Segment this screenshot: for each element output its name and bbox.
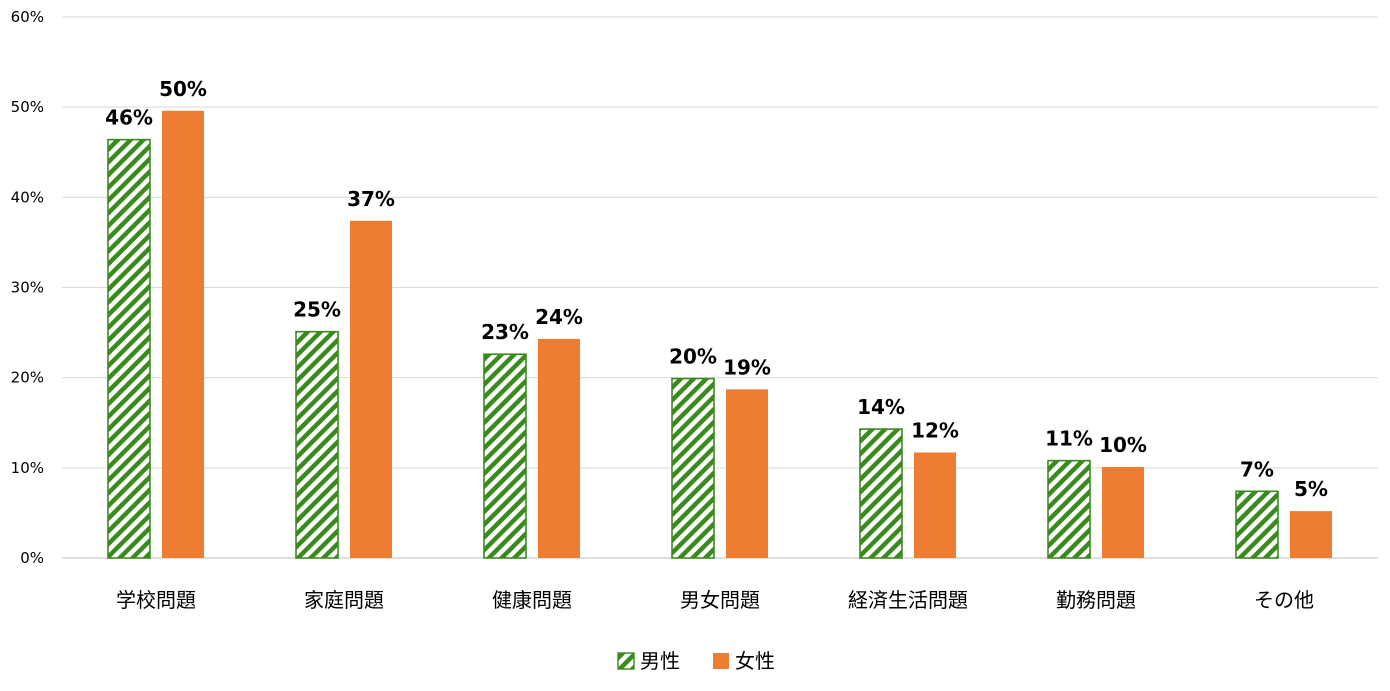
legend: 男性 女性 (617, 649, 775, 673)
y-tick-label: 40% (11, 188, 44, 206)
data-label-male: 46% (105, 106, 153, 130)
legend-label-female: 女性 (735, 649, 775, 673)
y-tick-label: 30% (11, 279, 44, 297)
bar-male (483, 353, 527, 559)
data-label-female: 5% (1294, 477, 1328, 501)
x-tick-label: 健康問題 (492, 588, 572, 612)
y-tick-label: 60% (11, 8, 44, 26)
y-axis-ticks: 0% 10% 20% 30% 40% 50% 60% (11, 8, 44, 567)
bar-male (1047, 459, 1091, 559)
data-label-female: 19% (723, 355, 771, 379)
x-tick-label: 男女問題 (680, 588, 760, 612)
x-axis-ticks: 学校問題 家庭問題 健康問題 男女問題 経済生活問題 勤務問題 その他 (116, 588, 1314, 612)
y-tick-label: 50% (11, 98, 44, 116)
x-tick-label: 勤務問題 (1056, 588, 1136, 612)
bars (107, 110, 1332, 559)
data-label-male: 25% (293, 298, 341, 322)
data-label-male: 20% (669, 345, 717, 369)
bar-female (1290, 511, 1332, 558)
x-tick-label: その他 (1254, 588, 1314, 612)
y-tick-label: 10% (11, 459, 44, 477)
x-tick-label: 学校問題 (116, 588, 196, 612)
data-label-female: 24% (535, 305, 583, 329)
y-tick-label: 20% (11, 369, 44, 387)
x-tick-label: 経済生活問題 (848, 588, 968, 612)
bar-female (350, 220, 392, 558)
bar-female (1102, 466, 1144, 558)
data-label-female: 12% (911, 419, 959, 443)
bar-female (538, 338, 580, 558)
data-label-male: 23% (481, 320, 529, 344)
data-label-male: 14% (857, 395, 905, 419)
bar-male (671, 377, 715, 559)
data-label-female: 37% (347, 187, 395, 211)
data-label-male: 7% (1240, 457, 1274, 481)
bar-male (859, 428, 903, 559)
bar-male (295, 330, 339, 559)
bar-male (107, 138, 151, 559)
data-labels: 46%50% 25% 37% 23%24% 20% 19% 14%12% 11% 10% 7% 5% (105, 77, 1328, 501)
y-tick-label: 0% (20, 549, 44, 567)
data-label-female: 10% (1099, 433, 1147, 457)
legend-swatch-female (713, 653, 729, 669)
bar-female (162, 110, 204, 559)
gridlines (62, 16, 1378, 559)
bar-female (914, 452, 956, 558)
data-label-female: 50% (159, 77, 207, 101)
legend-swatch-male (617, 652, 635, 670)
x-tick-label: 家庭問題 (304, 588, 384, 612)
bar-female (726, 389, 768, 558)
legend-label-male: 男性 (640, 649, 680, 673)
bar-male (1235, 490, 1279, 559)
data-label-male: 11% (1045, 427, 1093, 451)
